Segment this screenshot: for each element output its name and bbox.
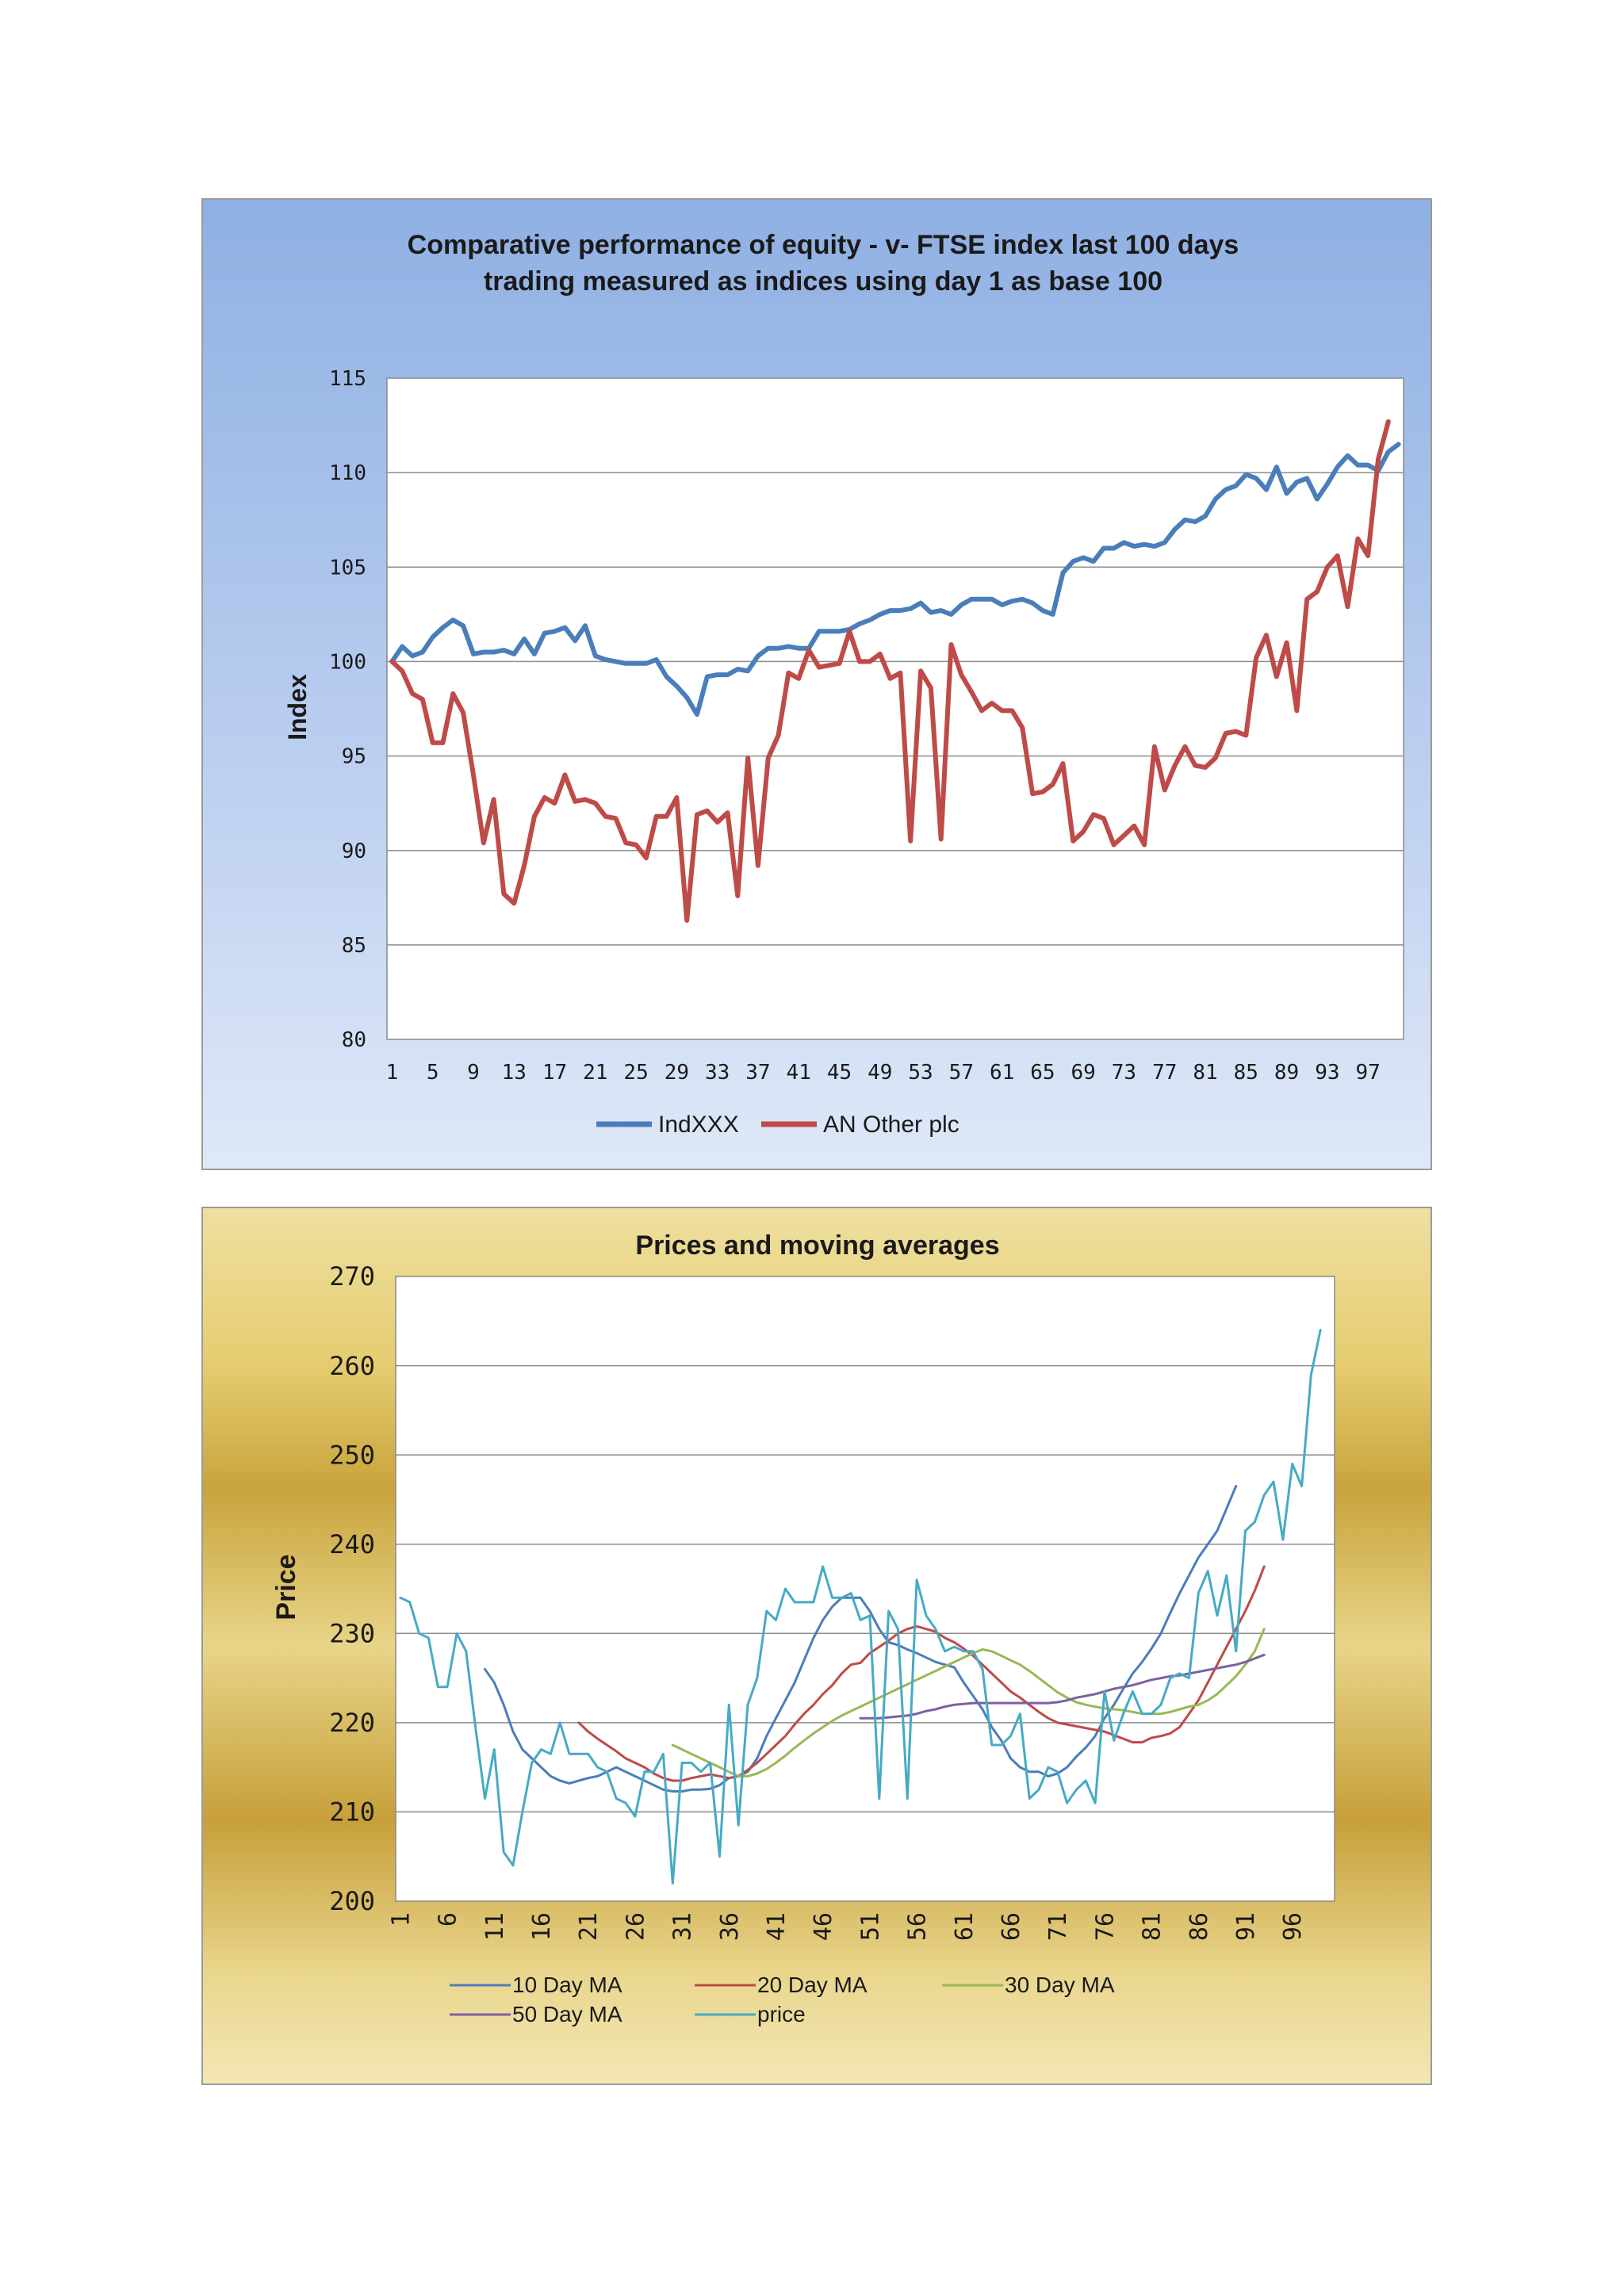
index-chart: Comparative performance of equity - v- F… <box>283 230 1404 1138</box>
x-tick-label: 69 <box>1071 1061 1096 1085</box>
x-tick-label: 77 <box>1152 1061 1177 1085</box>
x-tick-label: 17 <box>542 1061 567 1085</box>
x-tick-label: 41 <box>787 1061 811 1085</box>
x-tick-label: 89 <box>1274 1061 1299 1085</box>
y-tick-label: 100 <box>329 651 366 675</box>
chart-panel-prices: Prices and moving averages Price 200 210 2… <box>201 1207 1432 2085</box>
series-line-30-day-ma <box>671 1628 1266 1777</box>
x-tick-label: 51 <box>856 1912 884 1941</box>
y-tick-label: 270 <box>329 1261 375 1292</box>
y-tick-label: 110 <box>329 461 366 485</box>
y-tick-label: 115 <box>329 367 366 391</box>
x-tick-label: 9 <box>467 1061 480 1085</box>
x-tick-label: 97 <box>1355 1061 1380 1085</box>
x-tick-label: 33 <box>705 1061 730 1085</box>
y-tick-label: 220 <box>329 1708 375 1738</box>
legend-label-30-day-ma: 30 Day MA <box>1005 1973 1115 1997</box>
x-tick-label: 73 <box>1112 1061 1136 1085</box>
x-tick-label: 61 <box>990 1061 1014 1085</box>
x-tick-label: 86 <box>1185 1912 1213 1941</box>
legend: 10 Day MA 20 Day MA 30 Day MA 50 Day MA … <box>450 1973 1115 2026</box>
x-tick-label: 37 <box>745 1061 770 1085</box>
x-tick-label: 96 <box>1279 1912 1307 1941</box>
y-tick-label: 80 <box>342 1028 366 1052</box>
x-tick-label: 21 <box>575 1912 603 1941</box>
x-tick-label: 91 <box>1232 1912 1260 1941</box>
y-tick-label: 200 <box>329 1886 375 1916</box>
x-tick-label: 56 <box>904 1912 932 1941</box>
legend-label-an-other-plc: AN Other plc <box>823 1112 959 1138</box>
x-tick-label: 26 <box>622 1912 649 1941</box>
x-tick-label: 6 <box>435 1912 462 1927</box>
plot-area <box>395 1276 1335 1902</box>
x-tick-label: 76 <box>1091 1912 1119 1941</box>
legend: IndXXX AN Other plc <box>596 1112 959 1138</box>
chart-title: Prices and moving averages <box>635 1230 999 1261</box>
x-tick-label: 5 <box>427 1061 439 1085</box>
series-line-20-day-ma <box>577 1565 1266 1782</box>
series-line-price <box>399 1329 1322 1885</box>
x-tick-label: 36 <box>716 1912 744 1941</box>
prices-chart: Prices and moving averages Price 200 210 2… <box>271 1230 1335 2026</box>
x-tick-label: 81 <box>1139 1912 1166 1941</box>
y-tick-label: 105 <box>329 556 366 580</box>
x-tick-label: 66 <box>998 1912 1025 1941</box>
x-tick-label: 25 <box>623 1061 648 1085</box>
y-tick-label: 95 <box>342 745 366 769</box>
x-tick-label: 41 <box>763 1912 791 1941</box>
series-line-50-day-ma <box>859 1653 1266 1720</box>
legend-label-indxxx: IndXXX <box>658 1112 739 1138</box>
legend-label-50-day-ma: 50 Day MA <box>512 2002 622 2026</box>
legend-label-10-day-ma: 10 Day MA <box>512 1973 622 1997</box>
series-line-indxxx <box>389 442 1401 718</box>
y-axis-label: Index <box>283 674 312 740</box>
y-tick-label: 230 <box>329 1618 375 1648</box>
x-tick-label: 61 <box>951 1912 979 1941</box>
x-tick-label: 65 <box>1030 1061 1055 1085</box>
x-tick-label: 49 <box>868 1061 892 1085</box>
legend-label-price: price <box>757 2002 806 2026</box>
series-line-an-other-plc <box>389 419 1391 923</box>
x-tick-label: 1 <box>387 1912 415 1927</box>
x-tick-label: 53 <box>908 1061 933 1085</box>
x-tick-label: 45 <box>827 1061 852 1085</box>
y-tick-label: 90 <box>342 840 366 863</box>
x-tick-label: 21 <box>583 1061 607 1085</box>
x-tick-label: 31 <box>669 1912 697 1941</box>
legend-label-20-day-ma: 20 Day MA <box>757 1973 868 1997</box>
x-tick-label: 29 <box>665 1061 689 1085</box>
y-tick-label: 260 <box>329 1351 375 1381</box>
y-tick-label: 210 <box>329 1797 375 1827</box>
x-tick-label: 71 <box>1044 1912 1072 1941</box>
x-tick-label: 13 <box>502 1061 527 1085</box>
y-tick-label: 250 <box>329 1440 375 1470</box>
x-tick-label: 16 <box>528 1912 556 1941</box>
chart-panel-index: Comparative performance of equity - v- F… <box>201 198 1432 1170</box>
x-tick-label: 57 <box>949 1061 974 1085</box>
y-tick-label: 240 <box>329 1529 375 1559</box>
x-tick-label: 1 <box>386 1061 399 1085</box>
x-tick-label: 93 <box>1315 1061 1339 1085</box>
x-tick-label: 85 <box>1234 1061 1258 1085</box>
y-axis-label: Price <box>271 1554 301 1620</box>
x-tick-label: 81 <box>1193 1061 1217 1085</box>
y-tick-label: 85 <box>342 934 366 958</box>
chart-title-line2: trading measured as indices using day 1 … <box>484 266 1162 297</box>
x-tick-label: 11 <box>481 1912 509 1941</box>
chart-title-line1: Comparative performance of equity - v- F… <box>408 230 1239 260</box>
x-tick-label: 46 <box>810 1912 837 1941</box>
